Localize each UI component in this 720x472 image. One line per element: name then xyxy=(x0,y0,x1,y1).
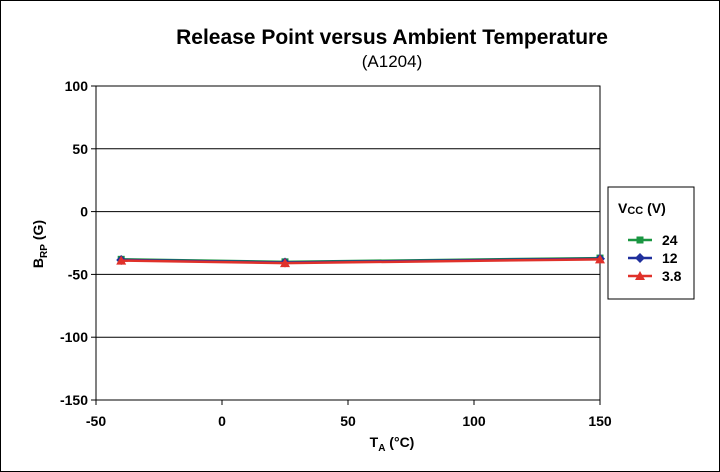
x-tick-label: -50 xyxy=(86,413,106,429)
y-axis-label: BRP (G) xyxy=(30,220,50,268)
y-tick-labels: 100 50 0 -50 -100 -150 xyxy=(60,78,96,408)
legend-marker xyxy=(635,271,645,280)
legend-item: 24 xyxy=(628,232,678,248)
legend-marker xyxy=(635,253,645,263)
data-point xyxy=(595,254,605,264)
legend-label: 3.8 xyxy=(662,268,682,284)
y-tick-label: 100 xyxy=(65,78,89,94)
x-tick-label: 50 xyxy=(340,413,356,429)
legend-marker xyxy=(636,236,644,244)
chart-subtitle: (A1204) xyxy=(362,52,422,71)
y-tick-label: 0 xyxy=(80,204,88,220)
legend: VCC (V) 24 12 3.8 xyxy=(607,186,695,300)
x-tick-labels: -50 0 50 100 150 xyxy=(86,400,612,429)
x-tick-label: 150 xyxy=(588,413,612,429)
y-tick-label: -100 xyxy=(60,329,88,345)
x-tick-label: 0 xyxy=(218,413,226,429)
y-tick-label: 50 xyxy=(72,141,88,157)
chart-title: Release Point versus Ambient Temperature xyxy=(176,26,608,49)
y-tick-label: -150 xyxy=(60,392,88,408)
series-group xyxy=(116,253,605,268)
grid-lines xyxy=(96,148,600,338)
plot-area xyxy=(95,85,601,401)
legend-items: 24 12 3.8 xyxy=(628,232,682,284)
legend-item: 12 xyxy=(628,250,678,266)
legend-label: 12 xyxy=(662,250,678,266)
series-3.8 xyxy=(116,254,605,268)
data-point xyxy=(116,255,127,265)
legend-label: 24 xyxy=(662,232,678,248)
legend-title: VCC (V) xyxy=(618,200,666,217)
x-tick-label: 100 xyxy=(462,413,486,429)
legend-item: 3.8 xyxy=(628,268,682,284)
legend-box xyxy=(607,186,695,300)
y-tick-label: -50 xyxy=(68,266,88,282)
x-axis-label: TA (°C) xyxy=(370,434,415,454)
data-point xyxy=(280,258,290,268)
